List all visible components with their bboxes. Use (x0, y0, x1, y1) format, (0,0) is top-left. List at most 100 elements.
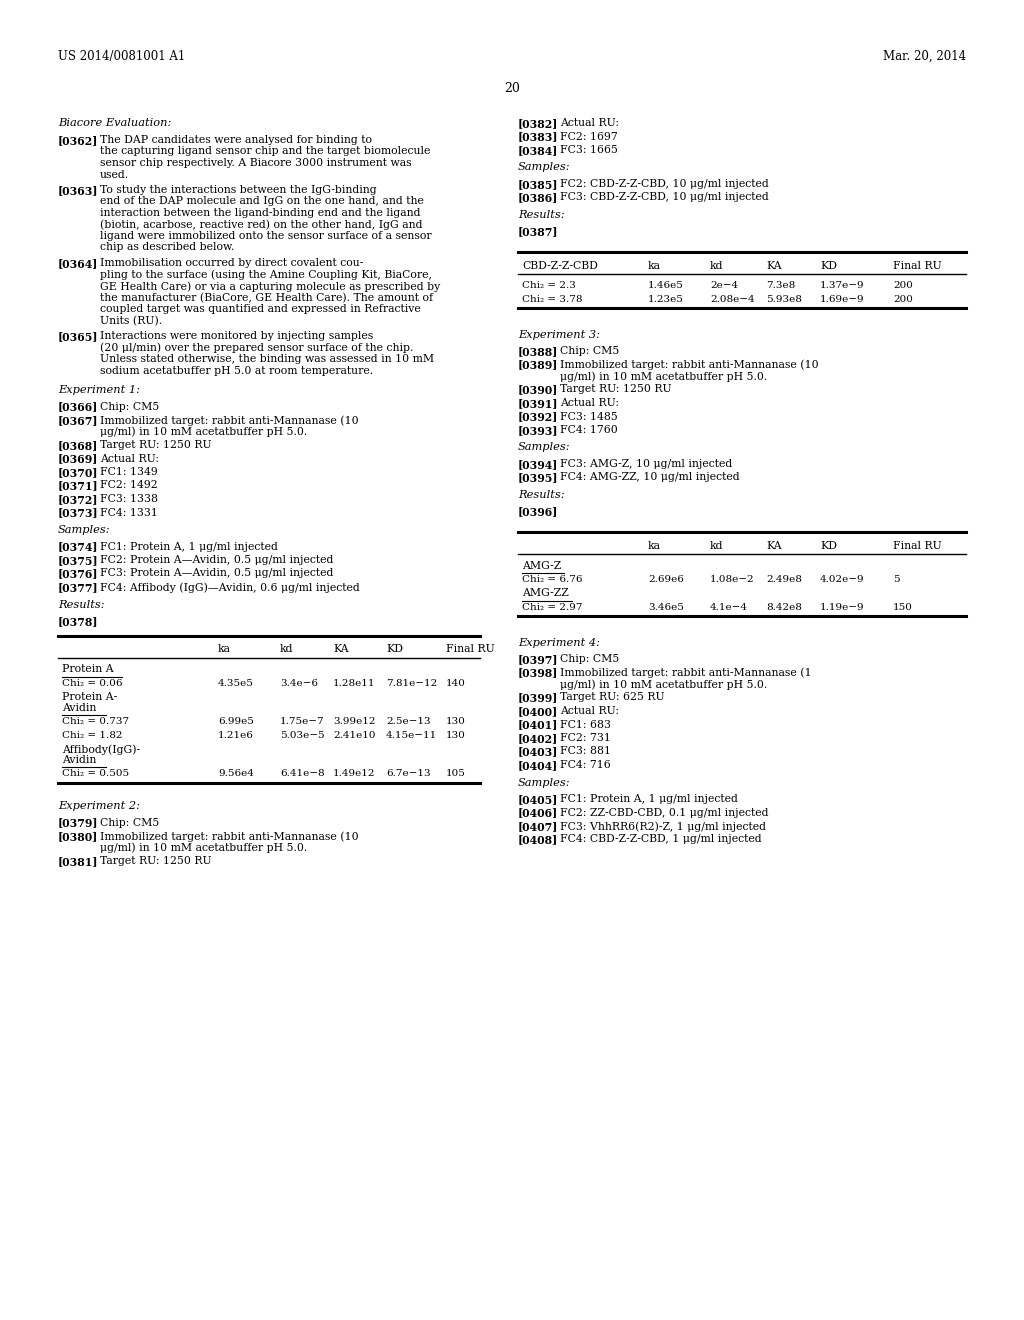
Text: FC2: CBD-Z-Z-CBD, 10 μg/ml injected: FC2: CBD-Z-Z-CBD, 10 μg/ml injected (560, 180, 769, 189)
Text: [0393]: [0393] (518, 425, 558, 436)
Text: 150: 150 (893, 602, 912, 611)
Text: FC2: Protein A—Avidin, 0.5 μg/ml injected: FC2: Protein A—Avidin, 0.5 μg/ml injecte… (100, 554, 334, 565)
Text: Final RU: Final RU (893, 261, 942, 271)
Text: Unless stated otherwise, the binding was assessed in 10 mM: Unless stated otherwise, the binding was… (100, 354, 434, 364)
Text: Chi₂ = 6.76: Chi₂ = 6.76 (522, 576, 583, 583)
Text: 2e−4: 2e−4 (710, 281, 738, 290)
Text: [0406]: [0406] (518, 808, 558, 818)
Text: [0384]: [0384] (518, 145, 558, 156)
Text: Actual RU:: Actual RU: (560, 399, 618, 408)
Text: KD: KD (386, 644, 403, 655)
Text: Experiment 3:: Experiment 3: (518, 330, 600, 339)
Text: [0368]: [0368] (58, 440, 98, 451)
Text: 200: 200 (893, 294, 912, 304)
Text: Chip: CM5: Chip: CM5 (560, 653, 620, 664)
Text: [0369]: [0369] (58, 454, 98, 465)
Text: 1.19e−9: 1.19e−9 (820, 602, 864, 611)
Text: [0401]: [0401] (518, 719, 558, 730)
Text: Actual RU:: Actual RU: (560, 706, 618, 715)
Text: Samples:: Samples: (58, 525, 111, 535)
Text: Mar. 20, 2014: Mar. 20, 2014 (883, 50, 966, 63)
Text: kd: kd (710, 261, 724, 271)
Text: [0362]: [0362] (58, 135, 98, 147)
Text: kd: kd (710, 541, 724, 550)
Text: FC4: 716: FC4: 716 (560, 760, 610, 770)
Text: [0396]: [0396] (518, 507, 558, 517)
Text: Units (RU).: Units (RU). (100, 315, 162, 326)
Text: [0403]: [0403] (518, 747, 558, 758)
Text: [0374]: [0374] (58, 541, 98, 553)
Text: the manufacturer (BiaCore, GE Health Care). The amount of: the manufacturer (BiaCore, GE Health Car… (100, 293, 433, 302)
Text: μg/ml) in 10 mM acetatbuffer pH 5.0.: μg/ml) in 10 mM acetatbuffer pH 5.0. (560, 678, 767, 689)
Text: ka: ka (648, 541, 662, 550)
Text: 5.03e−5: 5.03e−5 (280, 730, 325, 739)
Text: Target RU: 1250 RU: Target RU: 1250 RU (100, 855, 212, 866)
Text: Biacore Evaluation:: Biacore Evaluation: (58, 117, 171, 128)
Text: FC2: 1492: FC2: 1492 (100, 480, 158, 491)
Text: AMG-ZZ: AMG-ZZ (522, 589, 568, 598)
Text: [0391]: [0391] (518, 399, 558, 409)
Text: 7.81e−12: 7.81e−12 (386, 678, 437, 688)
Text: Chi₂ = 3.78: Chi₂ = 3.78 (522, 294, 583, 304)
Text: 130: 130 (446, 730, 466, 739)
Text: 130: 130 (446, 717, 466, 726)
Text: FC1: Protein A, 1 μg/ml injected: FC1: Protein A, 1 μg/ml injected (100, 541, 278, 552)
Text: Samples:: Samples: (518, 777, 570, 788)
Text: The DAP candidates were analysed for binding to: The DAP candidates were analysed for bin… (100, 135, 372, 145)
Text: [0402]: [0402] (518, 733, 558, 744)
Text: Immobilized target: rabbit anti-Mannanase (1: Immobilized target: rabbit anti-Mannanas… (560, 668, 812, 678)
Text: Final RU: Final RU (893, 541, 942, 550)
Text: FC4: AMG-ZZ, 10 μg/ml injected: FC4: AMG-ZZ, 10 μg/ml injected (560, 473, 739, 483)
Text: interaction between the ligand-binding end and the ligand: interaction between the ligand-binding e… (100, 209, 421, 218)
Text: [0392]: [0392] (518, 412, 558, 422)
Text: FC1: 683: FC1: 683 (560, 719, 611, 730)
Text: 1.46e5: 1.46e5 (648, 281, 684, 290)
Text: Target RU: 1250 RU: Target RU: 1250 RU (100, 440, 212, 450)
Text: KA: KA (333, 644, 348, 655)
Text: [0405]: [0405] (518, 795, 558, 805)
Text: [0398]: [0398] (518, 668, 558, 678)
Text: [0372]: [0372] (58, 494, 98, 506)
Text: Immobilized target: rabbit anti-Mannanase (10: Immobilized target: rabbit anti-Mannanas… (560, 359, 818, 370)
Text: 1.28e11: 1.28e11 (333, 678, 376, 688)
Text: Chi₂ = 1.82: Chi₂ = 1.82 (62, 730, 123, 739)
Text: Protein A-: Protein A- (62, 692, 118, 702)
Text: 140: 140 (446, 678, 466, 688)
Text: FC2: 731: FC2: 731 (560, 733, 611, 743)
Text: end of the DAP molecule and IgG on the one hand, and the: end of the DAP molecule and IgG on the o… (100, 197, 424, 206)
Text: 4.1e−4: 4.1e−4 (710, 602, 748, 611)
Text: [0386]: [0386] (518, 193, 558, 203)
Text: [0367]: [0367] (58, 414, 98, 426)
Text: [0375]: [0375] (58, 554, 98, 566)
Text: [0399]: [0399] (518, 693, 558, 704)
Text: Results:: Results: (58, 599, 104, 610)
Text: Experiment 2:: Experiment 2: (58, 801, 140, 810)
Text: ligand were immobilized onto the sensor surface of a sensor: ligand were immobilized onto the sensor … (100, 231, 432, 242)
Text: Protein A: Protein A (62, 664, 114, 675)
Text: pling to the surface (using the Amine Coupling Kit, BiaCore,: pling to the surface (using the Amine Co… (100, 269, 432, 280)
Text: chip as described below.: chip as described below. (100, 243, 234, 252)
Text: [0389]: [0389] (518, 359, 558, 371)
Text: [0397]: [0397] (518, 653, 558, 665)
Text: Samples:: Samples: (518, 162, 570, 173)
Text: AMG-Z: AMG-Z (522, 561, 561, 572)
Text: [0366]: [0366] (58, 401, 98, 412)
Text: FC4: CBD-Z-Z-CBD, 1 μg/ml injected: FC4: CBD-Z-Z-CBD, 1 μg/ml injected (560, 834, 762, 845)
Text: Experiment 4:: Experiment 4: (518, 638, 600, 648)
Text: [0380]: [0380] (58, 832, 98, 842)
Text: 105: 105 (446, 770, 466, 777)
Text: [0404]: [0404] (518, 760, 558, 771)
Text: FC2: ZZ-CBD-CBD, 0.1 μg/ml injected: FC2: ZZ-CBD-CBD, 0.1 μg/ml injected (560, 808, 768, 817)
Text: ka: ka (218, 644, 231, 655)
Text: [0363]: [0363] (58, 185, 98, 195)
Text: 1.08e−2: 1.08e−2 (710, 576, 755, 583)
Text: 1.37e−9: 1.37e−9 (820, 281, 864, 290)
Text: [0382]: [0382] (518, 117, 558, 129)
Text: [0373]: [0373] (58, 507, 98, 519)
Text: used.: used. (100, 169, 129, 180)
Text: [0381]: [0381] (58, 855, 98, 867)
Text: Chi₂ = 0.06: Chi₂ = 0.06 (62, 678, 123, 688)
Text: Chip: CM5: Chip: CM5 (560, 346, 620, 356)
Text: FC3: VhhRR6(R2)-Z, 1 μg/ml injected: FC3: VhhRR6(R2)-Z, 1 μg/ml injected (560, 821, 766, 832)
Text: [0385]: [0385] (518, 180, 558, 190)
